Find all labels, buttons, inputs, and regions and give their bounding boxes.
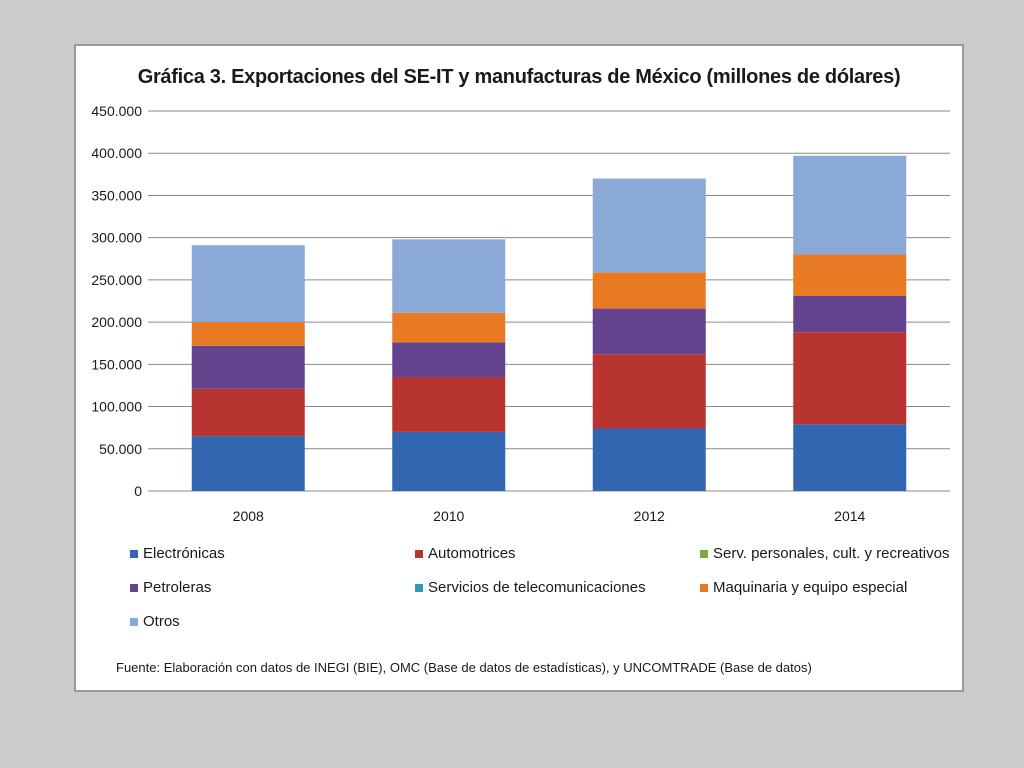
bar-segment-maquinaria-y-equipo-especial-2012 [592,272,706,309]
legend-label: Maquinaria y equipo especial [713,579,908,596]
y-tick-label: 150.000 [91,356,142,372]
legend-item: Serv. personales, cult. y recreativos [700,545,949,562]
legend-label: Servicios de telecomunicaciones [428,579,646,596]
bar-segment-automotrices-2010 [392,377,506,432]
bar-segment-electr-nicas-2014 [793,424,907,491]
bar-segment-automotrices-2012 [592,354,706,429]
y-tick-label: 200.000 [91,314,142,330]
bar-segment-electr-nicas-2012 [592,428,706,491]
bar-segment-maquinaria-y-equipo-especial-2014 [793,254,907,296]
legend-label: Serv. personales, cult. y recreativos [713,545,950,562]
x-tick-label: 2008 [233,508,264,524]
y-tick-label: 450.000 [91,103,142,119]
legend-item: Petroleras [130,579,211,596]
bar-segment-otros-2014 [793,155,907,255]
bar-segment-automotrices-2008 [191,388,305,437]
x-tick-label: 2010 [433,508,464,524]
legend-item: Maquinaria y equipo especial [700,579,907,596]
bar-segment-otros-2008 [191,245,305,323]
legend-item: Otros [130,613,180,630]
bar-segment-automotrices-2014 [793,332,907,425]
x-tick-label: 2012 [634,508,665,524]
bar-segment-petroleras-2010 [392,342,506,377]
legend-swatch [130,583,138,592]
legend-label: Petroleras [143,579,212,596]
legend-swatch [700,583,708,592]
y-tick-label: 250.000 [91,272,142,288]
bar-segment-electr-nicas-2008 [191,436,305,491]
bar-segment-otros-2012 [592,178,706,273]
legend-swatch [130,549,138,558]
bar-segment-electr-nicas-2010 [392,431,506,491]
legend-swatch [415,583,423,592]
legend-label: Otros [143,613,180,630]
bar-segment-petroleras-2014 [793,295,907,333]
legend-swatch [130,617,138,626]
legend-item: Servicios de telecomunicaciones [415,579,646,596]
bar-segment-otros-2010 [392,239,506,313]
bar-segment-petroleras-2012 [592,308,706,355]
chart-title: Gráfica 3. Exportaciones del SE-IT y man… [137,66,901,88]
y-tick-label: 300.000 [91,230,142,246]
legend-label: Automotrices [428,545,516,562]
y-tick-label: 350.000 [91,187,142,203]
legend-item: Automotrices [415,545,516,562]
y-tick-label: 0 [134,483,142,499]
stacked-bar-chart: 0 50.000 100.000 150.000 200.000 250.000 300.0… [91,103,950,524]
chart-legend: Electrónicas Automotrices Serv. personales… [130,545,960,641]
chart-panel: Gráfica 3. Exportaciones del SE-IT y man… [74,44,964,692]
bar-segment-maquinaria-y-equipo-especial-2008 [191,322,305,346]
source-note: Fuente: Elaboración con datos de INEGI (… [116,660,812,675]
legend-label: Electrónicas [143,545,225,562]
bar-segment-petroleras-2008 [191,345,305,389]
legend-swatch [700,549,708,558]
legend-item: Electrónicas [130,545,225,562]
legend-swatch [415,549,423,558]
y-tick-label: 50.000 [99,441,142,457]
y-tick-label: 100.000 [91,399,142,415]
bar-segment-maquinaria-y-equipo-especial-2010 [392,312,506,343]
y-tick-label: 400.000 [91,145,142,161]
x-tick-label: 2014 [834,508,865,524]
